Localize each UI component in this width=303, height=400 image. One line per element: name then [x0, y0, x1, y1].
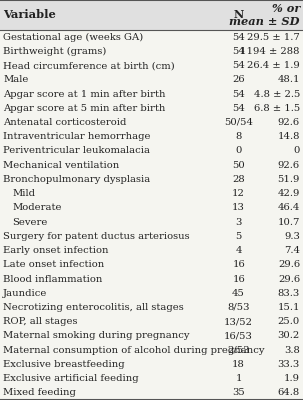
Text: 29.6: 29.6 [278, 260, 300, 269]
Text: 28: 28 [232, 175, 245, 184]
Text: Severe: Severe [12, 218, 48, 227]
Text: 7.4: 7.4 [284, 246, 300, 255]
Text: 30.2: 30.2 [278, 332, 300, 340]
Text: 4: 4 [235, 246, 242, 255]
Text: 83.3: 83.3 [278, 289, 300, 298]
Text: 45: 45 [232, 289, 245, 298]
Text: 54: 54 [232, 33, 245, 42]
Text: Variable: Variable [3, 10, 56, 20]
Text: 16: 16 [232, 274, 245, 284]
Text: 50/54: 50/54 [224, 118, 253, 127]
Text: 6.8 ± 1.5: 6.8 ± 1.5 [254, 104, 300, 113]
Text: 33.3: 33.3 [278, 360, 300, 369]
Text: 15.1: 15.1 [278, 303, 300, 312]
Text: 1: 1 [235, 374, 242, 383]
Text: Gestational age (weeks GA): Gestational age (weeks GA) [3, 32, 143, 42]
Text: Maternal consumption of alcohol during pregnancy: Maternal consumption of alcohol during p… [3, 346, 265, 355]
Text: 29.6: 29.6 [278, 274, 300, 284]
Text: 92.6: 92.6 [278, 118, 300, 127]
Text: Maternal smoking during pregnancy: Maternal smoking during pregnancy [3, 332, 190, 340]
Text: Exclusive breastfeeding: Exclusive breastfeeding [3, 360, 125, 369]
Text: 10.7: 10.7 [278, 218, 300, 227]
Text: 8: 8 [235, 132, 242, 141]
Text: Apgar score at 1 min after birth: Apgar score at 1 min after birth [3, 90, 165, 98]
Text: Blood inflammation: Blood inflammation [3, 274, 102, 284]
Text: 92.6: 92.6 [278, 161, 300, 170]
Text: Mechanical ventilation: Mechanical ventilation [3, 161, 119, 170]
FancyBboxPatch shape [0, 0, 303, 30]
Text: Necrotizing enterocolitis, all stages: Necrotizing enterocolitis, all stages [3, 303, 184, 312]
Text: 13/52: 13/52 [224, 317, 253, 326]
Text: 14.8: 14.8 [278, 132, 300, 141]
Text: 3.8: 3.8 [284, 346, 300, 355]
Text: 16: 16 [232, 260, 245, 269]
Text: 48.1: 48.1 [278, 75, 300, 84]
Text: 3: 3 [235, 218, 242, 227]
Text: % or
mean ± SD: % or mean ± SD [229, 3, 300, 27]
Text: Head circumference at birth (cm): Head circumference at birth (cm) [3, 61, 175, 70]
Text: 13: 13 [232, 203, 245, 212]
Text: 16/53: 16/53 [224, 332, 253, 340]
Text: Early onset infection: Early onset infection [3, 246, 108, 255]
Text: 26: 26 [232, 75, 245, 84]
Text: Mild: Mild [12, 189, 35, 198]
Text: Male: Male [3, 75, 28, 84]
Text: Apgar score at 5 min after birth: Apgar score at 5 min after birth [3, 104, 165, 113]
Text: Mixed feeding: Mixed feeding [3, 388, 76, 397]
Text: 42.9: 42.9 [278, 189, 300, 198]
Text: Jaundice: Jaundice [3, 289, 47, 298]
Text: 51.9: 51.9 [278, 175, 300, 184]
Text: 26.4 ± 1.9: 26.4 ± 1.9 [247, 61, 300, 70]
Text: 4.8 ± 2.5: 4.8 ± 2.5 [254, 90, 300, 98]
Text: N: N [234, 10, 244, 20]
Text: 5: 5 [235, 232, 242, 241]
Text: Antenatal corticosteroid: Antenatal corticosteroid [3, 118, 126, 127]
Text: 1194 ± 288: 1194 ± 288 [241, 47, 300, 56]
Text: 50: 50 [232, 161, 245, 170]
Text: Late onset infection: Late onset infection [3, 260, 104, 269]
Text: 25.0: 25.0 [278, 317, 300, 326]
Text: 35: 35 [232, 388, 245, 397]
Text: 1.9: 1.9 [284, 374, 300, 383]
Text: 54: 54 [232, 90, 245, 98]
Text: 18: 18 [232, 360, 245, 369]
Text: 9.3: 9.3 [284, 232, 300, 241]
Text: ROP, all stages: ROP, all stages [3, 317, 78, 326]
Text: 54: 54 [232, 104, 245, 113]
Text: 0: 0 [235, 146, 242, 156]
Text: Periventricular leukomalacia: Periventricular leukomalacia [3, 146, 150, 156]
Text: 8/53: 8/53 [227, 303, 250, 312]
Text: Intraventricular hemorrhage: Intraventricular hemorrhage [3, 132, 151, 141]
Text: Exclusive artificial feeding: Exclusive artificial feeding [3, 374, 139, 383]
Text: 0: 0 [294, 146, 300, 156]
Text: 12: 12 [232, 189, 245, 198]
Text: Moderate: Moderate [12, 203, 62, 212]
Text: 29.5 ± 1.7: 29.5 ± 1.7 [247, 33, 300, 42]
Text: 2/53: 2/53 [227, 346, 250, 355]
Text: Bronchopulmonary dysplasia: Bronchopulmonary dysplasia [3, 175, 150, 184]
Text: Birthweight (grams): Birthweight (grams) [3, 47, 106, 56]
Text: Surgery for patent ductus arteriosus: Surgery for patent ductus arteriosus [3, 232, 190, 241]
Text: 54: 54 [232, 61, 245, 70]
Text: 64.8: 64.8 [278, 388, 300, 397]
Text: 54: 54 [232, 47, 245, 56]
Text: 46.4: 46.4 [278, 203, 300, 212]
